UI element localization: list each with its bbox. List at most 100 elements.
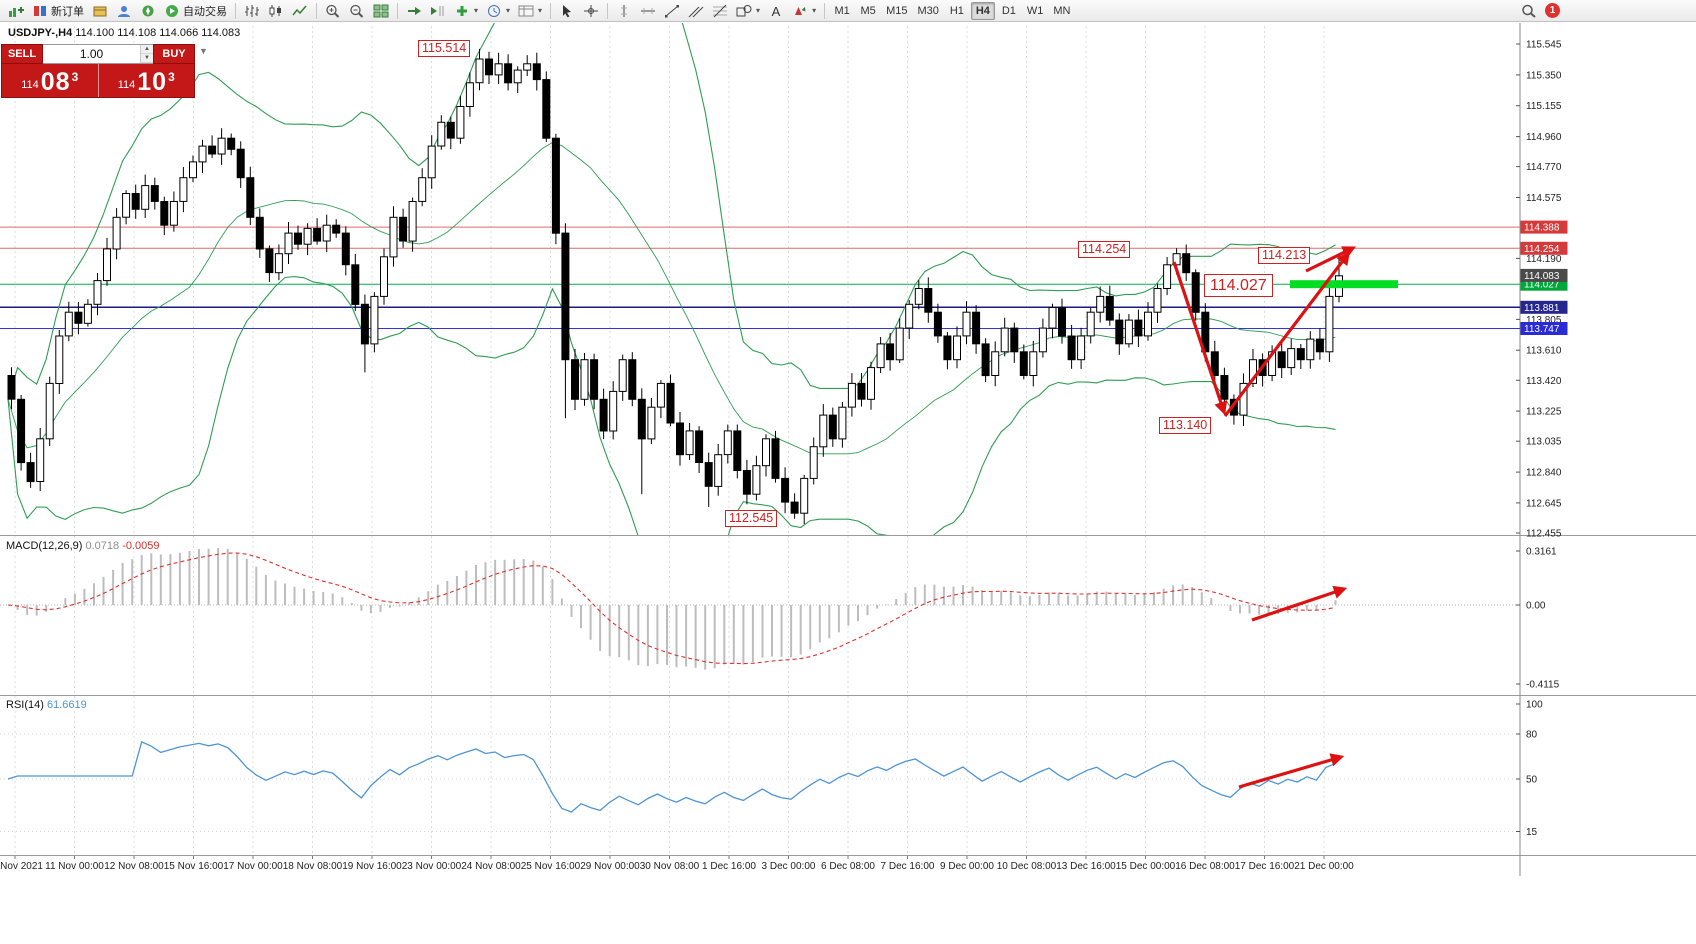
macd-histogram	[16, 548, 1337, 670]
toolbar-zoom-out-button[interactable]	[345, 1, 369, 21]
toolbar-fibonacci-button[interactable]	[708, 1, 732, 21]
toolbar-shapes-button[interactable]: ▾	[732, 1, 764, 21]
svg-text:9 Dec 00:00: 9 Dec 00:00	[940, 861, 994, 872]
toolbar-zoom-in-button[interactable]	[321, 1, 345, 21]
toolbar-autotrading-button[interactable]: 自动交易	[160, 1, 231, 21]
zoom-out-icon	[349, 4, 365, 18]
toolbar-search-button[interactable]	[1517, 1, 1541, 21]
toolbar-candlestick-mode-button[interactable]	[264, 1, 288, 21]
price-annotation-112545[interactable]: 112.545	[725, 510, 778, 527]
svg-text:15 Dec 00:00: 15 Dec 00:00	[1116, 861, 1176, 872]
price-tag-113747[interactable]: 113.747	[1520, 322, 1568, 335]
toolbar-equidistant-channel-button[interactable]	[684, 1, 708, 21]
toolbar-templates-button[interactable]: ▾	[514, 1, 546, 21]
toolbar-data-window-button[interactable]	[112, 1, 136, 21]
svg-text:16 Dec 08:00: 16 Dec 08:00	[1175, 861, 1235, 872]
toolbar-crosshair-button[interactable]	[579, 1, 603, 21]
timeframe-w1-button[interactable]: W1	[1026, 4, 1044, 17]
volume-value[interactable]: 1.00	[79, 47, 104, 61]
price-annotation-113140[interactable]: 113.140	[1159, 417, 1212, 434]
toolbar-tile-windows-button[interactable]	[369, 1, 393, 21]
toolbar-indicators-button[interactable]: ▾	[450, 1, 482, 21]
toolbar-horizontal-line-button[interactable]	[636, 1, 660, 21]
volume-up-icon[interactable]: ▲	[141, 45, 153, 54]
svg-text:113.420: 113.420	[1526, 376, 1562, 387]
support-highlight-bar[interactable]	[1290, 280, 1398, 289]
svg-text:7 Dec 16:00: 7 Dec 16:00	[881, 861, 935, 872]
rsi-line	[7, 740, 1336, 813]
caret-down-icon[interactable]: ▾	[538, 6, 543, 15]
toolbar-new-order-button[interactable]: 新订单	[28, 1, 88, 21]
toolbar-bar-chart-mode-button[interactable]	[240, 1, 264, 21]
svg-text:115.350: 115.350	[1526, 70, 1562, 81]
volume-spinner[interactable]: ▲ ▼	[140, 45, 153, 63]
buy-button[interactable]: BUY	[153, 44, 195, 64]
volume-down-icon[interactable]: ▼	[141, 54, 153, 63]
toolbar-market-watch-button[interactable]	[88, 1, 112, 21]
price-annotation-114254[interactable]: 114.254	[1078, 241, 1131, 258]
timeframe-m5-button[interactable]: M5	[860, 4, 876, 17]
auto-scroll-icon	[406, 4, 422, 18]
timeframe-m15-button[interactable]: M15	[886, 4, 908, 17]
caret-down-icon[interactable]: ▾	[756, 6, 761, 15]
price-tag-113881[interactable]: 113.881	[1520, 300, 1568, 314]
svg-text:113.035: 113.035	[1526, 437, 1562, 448]
svg-text:113.610: 113.610	[1526, 346, 1562, 357]
timeframe-h1-button[interactable]: H1	[949, 4, 964, 17]
price-annotation-114027[interactable]: 114.027	[1204, 274, 1273, 297]
toolbar-auto-scroll-button[interactable]	[402, 1, 426, 21]
trend-arrows[interactable]	[1172, 246, 1357, 789]
timeframe-h4-button[interactable]: H4	[970, 1, 995, 20]
time-grid	[14, 26, 1325, 859]
toolbar-trendline-button[interactable]	[660, 1, 684, 21]
svg-text:113.805: 113.805	[1526, 315, 1562, 326]
notification-badge[interactable]: 1	[1545, 3, 1560, 18]
toolbar-new-order-label: 新订单	[51, 5, 84, 18]
price-annotation-115514[interactable]: 115.514	[418, 40, 471, 57]
toolbar-cursor-button[interactable]	[555, 1, 579, 21]
caret-down-icon[interactable]: ▾	[474, 6, 479, 15]
timeframe-d1-button[interactable]: D1	[1001, 4, 1016, 17]
price-annotation-114213[interactable]: 114.213	[1258, 247, 1311, 264]
svg-text:18 Nov 08:00: 18 Nov 08:00	[283, 861, 343, 872]
toolbar-chart-shift-button[interactable]	[426, 1, 450, 21]
svg-text:-0.4115: -0.4115	[1526, 680, 1560, 691]
svg-text:11 Nov 00:00: 11 Nov 00:00	[45, 861, 104, 872]
caret-down-icon[interactable]: ▾	[506, 6, 511, 15]
ask-price[interactable]: 114 10 3	[99, 64, 195, 97]
bid-price[interactable]: 114 08 3	[2, 64, 98, 97]
toolbar-separator	[397, 2, 398, 19]
svg-text:113.881: 113.881	[1524, 303, 1560, 314]
timeframe-m1-button[interactable]: M1	[834, 4, 850, 17]
toolbar-arrows-button[interactable]: ▾	[788, 1, 820, 21]
toolbar-periods-button[interactable]: ▾	[482, 1, 514, 21]
chart-ohlc-values: 114.100 114.108 114.066 114.083	[75, 27, 241, 39]
trade-panel-collapse-icon[interactable]: ▼	[199, 46, 208, 56]
caret-down-icon[interactable]: ▾	[812, 6, 817, 15]
svg-text:113.747: 113.747	[1524, 324, 1560, 335]
svg-text:1 Dec 16:00: 1 Dec 16:00	[702, 861, 756, 872]
tile-icon	[373, 4, 389, 18]
order-icon	[32, 4, 48, 18]
sell-button[interactable]: SELL	[1, 44, 43, 64]
toolbar-navigator-button[interactable]	[136, 1, 160, 21]
volume-field[interactable]: 1.00 ▲ ▼	[43, 44, 153, 64]
toolbar-vertical-line-button[interactable]	[612, 1, 636, 21]
svg-text:114.770: 114.770	[1526, 162, 1562, 173]
timeframe-m30-button[interactable]: M30	[917, 4, 939, 17]
toolbar-new-chart-button[interactable]	[4, 1, 28, 21]
toolbar-text-button[interactable]: A	[764, 1, 788, 21]
price-tag-114254[interactable]: 114.254	[1520, 241, 1568, 255]
price-tag-114388[interactable]: 114.388	[1520, 220, 1568, 234]
timeframe-mn-button[interactable]: MN	[1053, 4, 1071, 17]
price-divider	[97, 64, 99, 97]
candlestick-layer[interactable]	[7, 48, 1343, 524]
toolbar-autotrading-label: 自动交易	[183, 5, 227, 18]
price-scale[interactable]: 115.545 115.350 115.155 114.960 114.770 114.5…	[1516, 40, 1568, 540]
svg-text:25 Nov 16:00: 25 Nov 16:00	[521, 861, 581, 872]
toolbar-line-chart-mode-button[interactable]	[288, 1, 312, 21]
price-tag-114083[interactable]: 114.083	[1520, 268, 1568, 282]
svg-text:50: 50	[1526, 775, 1538, 786]
